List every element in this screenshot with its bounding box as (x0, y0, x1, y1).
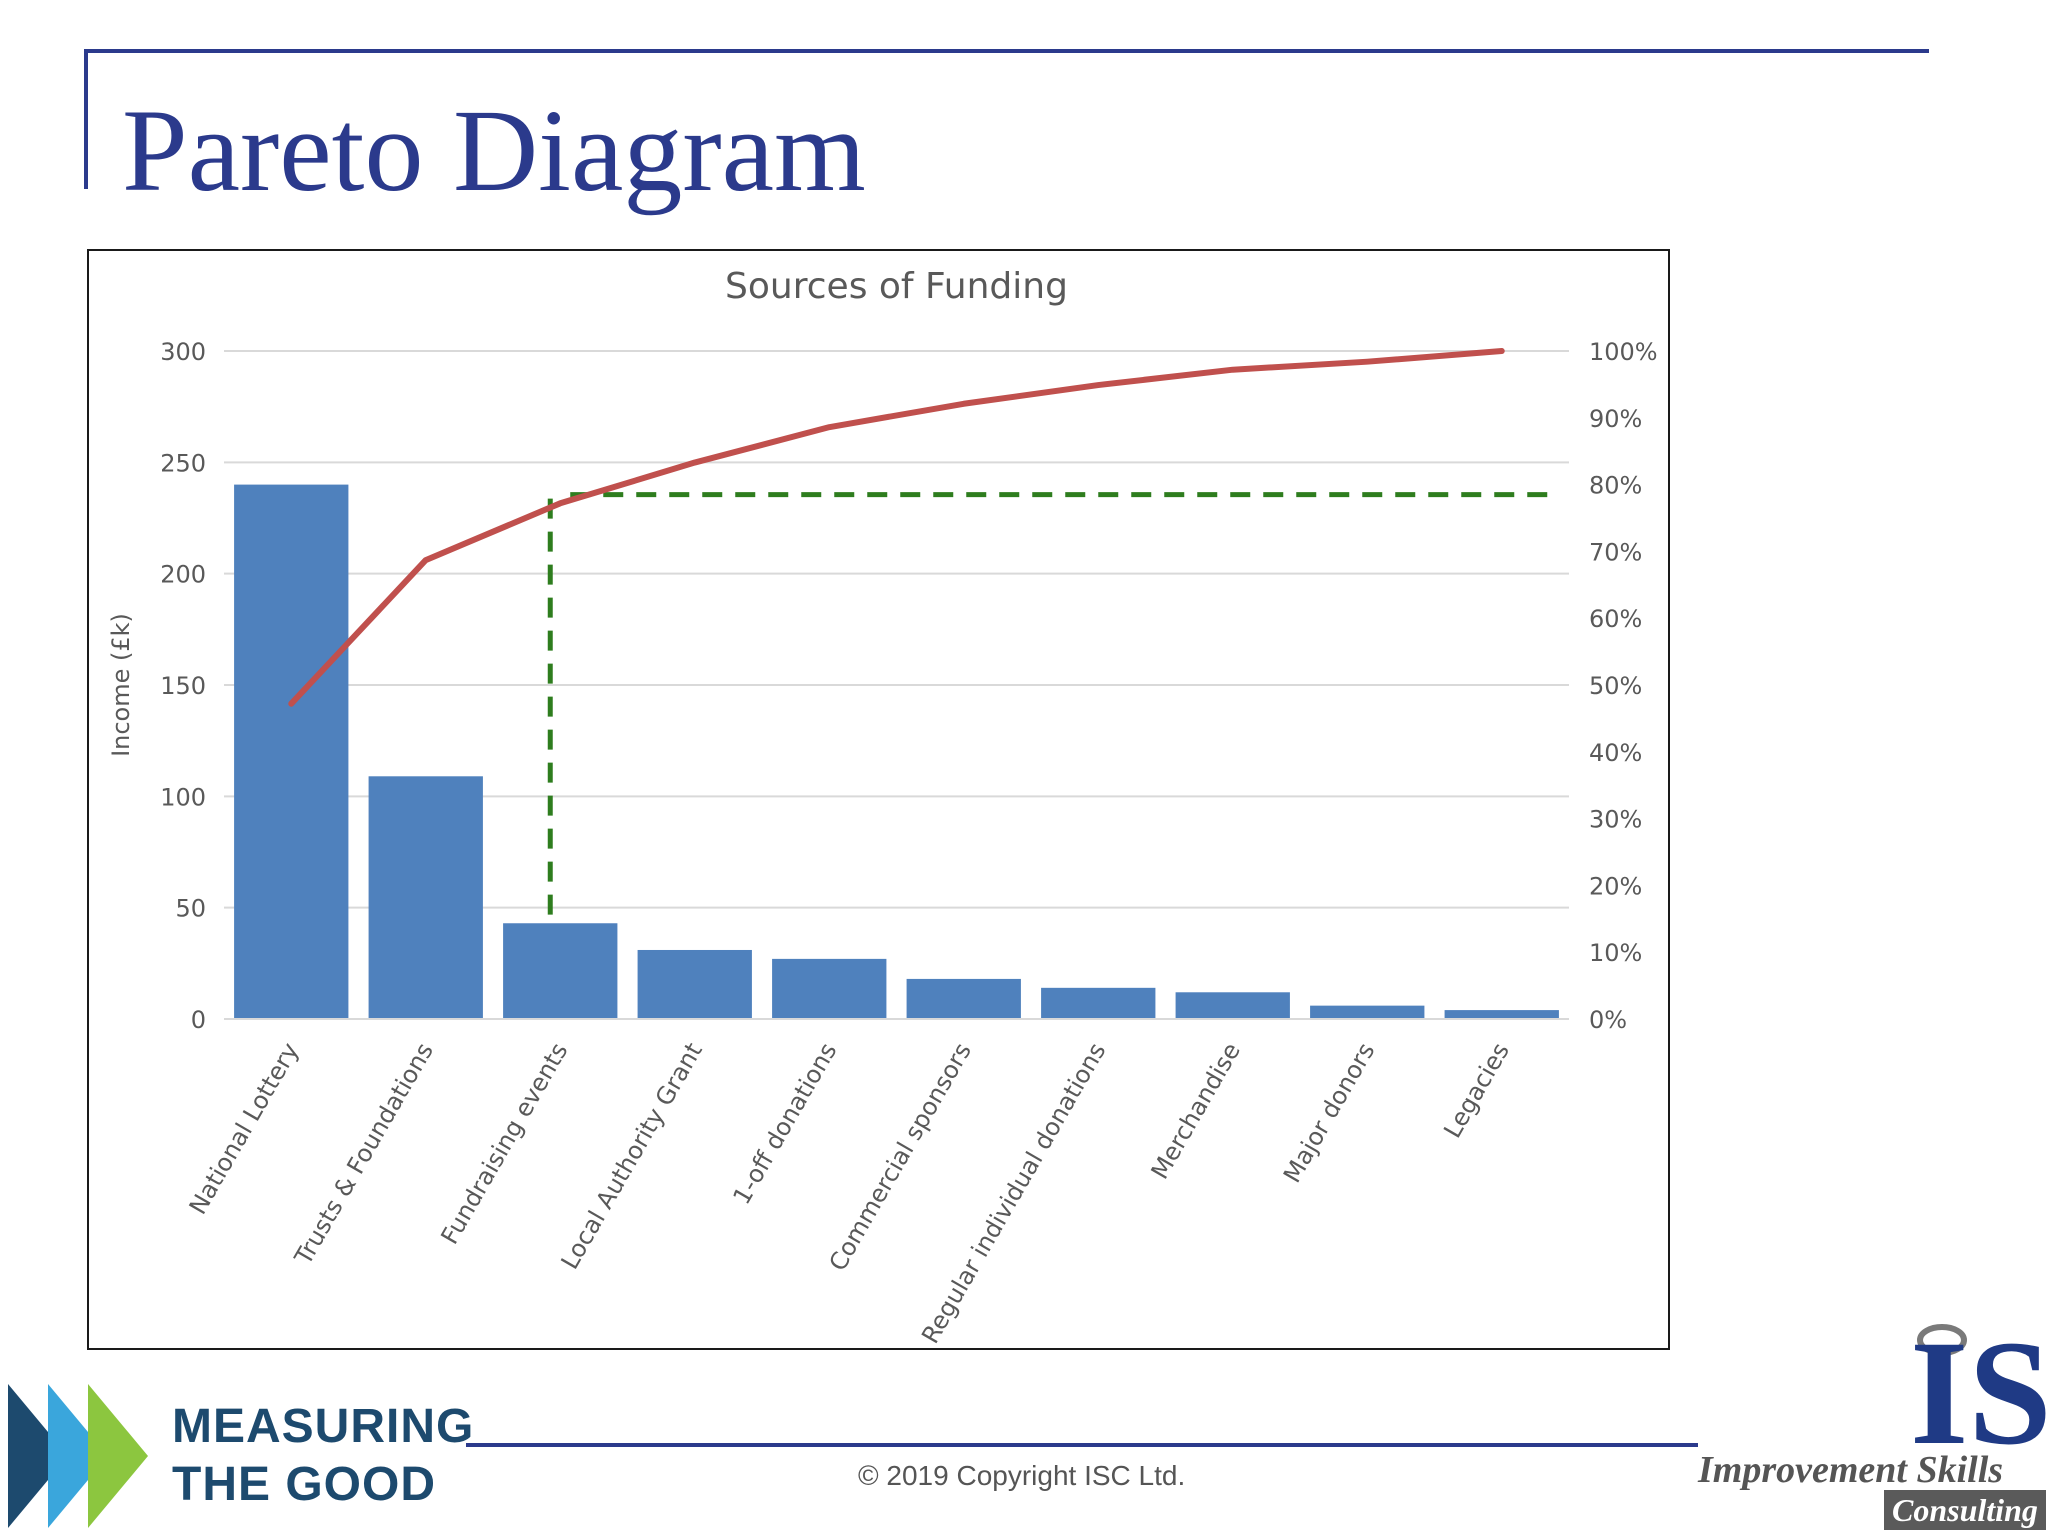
x-tick-label: Fundraising events (435, 1038, 573, 1249)
bar (637, 949, 752, 1019)
y-tick-label: 150 (160, 672, 206, 700)
bar (772, 958, 887, 1019)
y2-tick-label: 80% (1589, 472, 1642, 500)
bar (368, 776, 483, 1019)
logo-line-1: MEASURING (172, 1400, 475, 1453)
slide-title: Pareto Diagram (122, 85, 866, 216)
isc-logo-subtitle: Improvement Skills (1698, 1449, 2004, 1491)
y2-tick-label: 40% (1589, 739, 1642, 767)
x-tick-label: Local Authority Grant (556, 1038, 708, 1274)
x-tick-label: Trusts & Foundations (289, 1038, 439, 1270)
isc-logo-mark: IS (1910, 1310, 2048, 1476)
bar (1041, 987, 1156, 1019)
x-tick-label: Merchandise (1146, 1038, 1246, 1184)
pareto-chart: Sources of Funding 0 50 100 150 200 250 300 0% 10… (107, 266, 1658, 1348)
x-tick-label: Legacies (1438, 1038, 1515, 1143)
cumulative-percent-line (288, 348, 1505, 707)
x-tick-label: National Lottery (184, 1038, 305, 1219)
bar (1444, 1010, 1559, 1019)
chart-frame: Sources of Funding 0 50 100 150 200 250 300 0% 10… (87, 249, 1670, 1350)
y2-tick-label: 90% (1589, 405, 1642, 433)
y-tick-label: 100 (160, 783, 206, 811)
chart-title: Sources of Funding (725, 266, 1068, 307)
x-tick-label: Major donors (1278, 1038, 1380, 1187)
y2-tick-label: 70% (1589, 538, 1642, 566)
logo-line-2: THE GOOD (172, 1458, 437, 1511)
measuring-the-good-wordmark: MEASURING THE GOOD (172, 1398, 474, 1514)
y-tick-label: 50 (175, 895, 206, 923)
y2-tick-label: 100% (1589, 338, 1658, 366)
x-tick-label: 1-off donations (727, 1038, 842, 1209)
y2-tick-label: 30% (1589, 806, 1642, 834)
y2-tick-label: 10% (1589, 939, 1642, 967)
y2-tick-label: 0% (1589, 1006, 1627, 1034)
isc-logo-tagline: Consulting (1884, 1490, 2046, 1530)
title-top-rule (84, 49, 1929, 53)
isc-logo-swirl (1917, 1324, 1967, 1356)
x-tick-label: Commercial sponsors (824, 1038, 977, 1276)
y2-tick-label: 20% (1589, 872, 1642, 900)
y-tick-label: 300 (160, 338, 206, 366)
bar (1310, 1005, 1425, 1019)
y-tick-label: 0 (191, 1006, 206, 1034)
title-left-rule (84, 49, 88, 189)
y-tick-label: 250 (160, 449, 206, 477)
y2-tick-label: 50% (1589, 672, 1642, 700)
bar (234, 484, 349, 1020)
y-tick-label: 200 (160, 561, 206, 589)
measuring-the-good-logo (8, 1384, 148, 1528)
copyright-text: © 2019 Copyright ISC Ltd. (858, 1460, 1186, 1491)
bar (1175, 992, 1290, 1019)
y-axis-label: Income (£k) (107, 613, 135, 757)
bar (906, 978, 1021, 1019)
bar (503, 923, 618, 1019)
y2-tick-label: 60% (1589, 605, 1642, 633)
footer-rule (466, 1443, 1698, 1447)
